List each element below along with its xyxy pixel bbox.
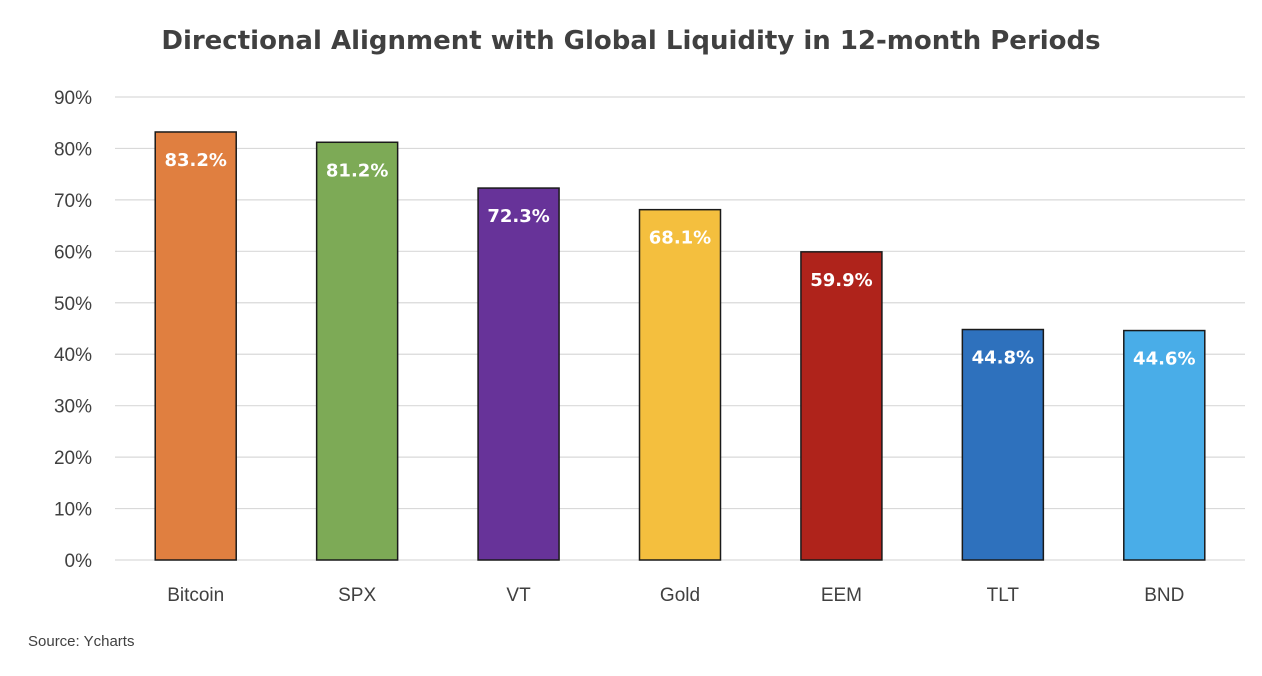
bar-spx xyxy=(315,141,399,561)
y-tick-label: 20% xyxy=(54,448,92,469)
y-tick-label: 30% xyxy=(54,397,92,418)
bar-tlt xyxy=(961,328,1045,561)
data-label: 44.6% xyxy=(1133,349,1195,370)
x-category-label: EEM xyxy=(821,585,862,606)
bar-bitcoin xyxy=(154,131,237,561)
y-tick-label: 70% xyxy=(54,191,92,212)
y-tick-label: 10% xyxy=(54,500,92,521)
x-axis-category-labels: Bitcoin SPX VT Gold EEM TLT BND xyxy=(167,585,1184,606)
data-label: 81.2% xyxy=(326,160,388,181)
bar-eem xyxy=(800,251,883,561)
chart-title: Directional Alignment with Global Liquid… xyxy=(161,26,1101,56)
y-tick-label: 60% xyxy=(54,242,92,263)
y-tick-label: 80% xyxy=(54,139,92,160)
y-tick-label: 50% xyxy=(54,294,92,315)
bar-vt xyxy=(477,187,560,561)
source-note: Source: Ycharts xyxy=(28,633,135,650)
x-category-label: Bitcoin xyxy=(167,585,224,606)
data-labels: 83.2% 81.2% 72.3% 68.1% 59.9% 44.8% 44.6% xyxy=(164,150,1195,370)
data-label: 59.9% xyxy=(810,270,872,291)
bars xyxy=(154,131,1206,561)
data-label: 72.3% xyxy=(487,206,549,227)
x-category-label: TLT xyxy=(987,585,1020,606)
x-category-label: SPX xyxy=(338,585,376,606)
data-label: 44.8% xyxy=(972,348,1034,369)
data-label: 83.2% xyxy=(164,150,226,171)
x-category-label: VT xyxy=(506,585,531,606)
data-label: 68.1% xyxy=(649,228,711,249)
bar-gold xyxy=(638,208,722,561)
x-category-label: BND xyxy=(1144,585,1184,606)
y-axis-tick-labels: 0% 10% 20% 30% 40% 50% 60% 70% 80% 90% xyxy=(54,88,92,572)
y-tick-label: 40% xyxy=(54,345,92,366)
y-tick-label: 90% xyxy=(54,88,92,109)
x-category-label: Gold xyxy=(660,585,700,606)
bar-bnd xyxy=(1123,329,1206,561)
y-tick-label: 0% xyxy=(65,551,93,572)
